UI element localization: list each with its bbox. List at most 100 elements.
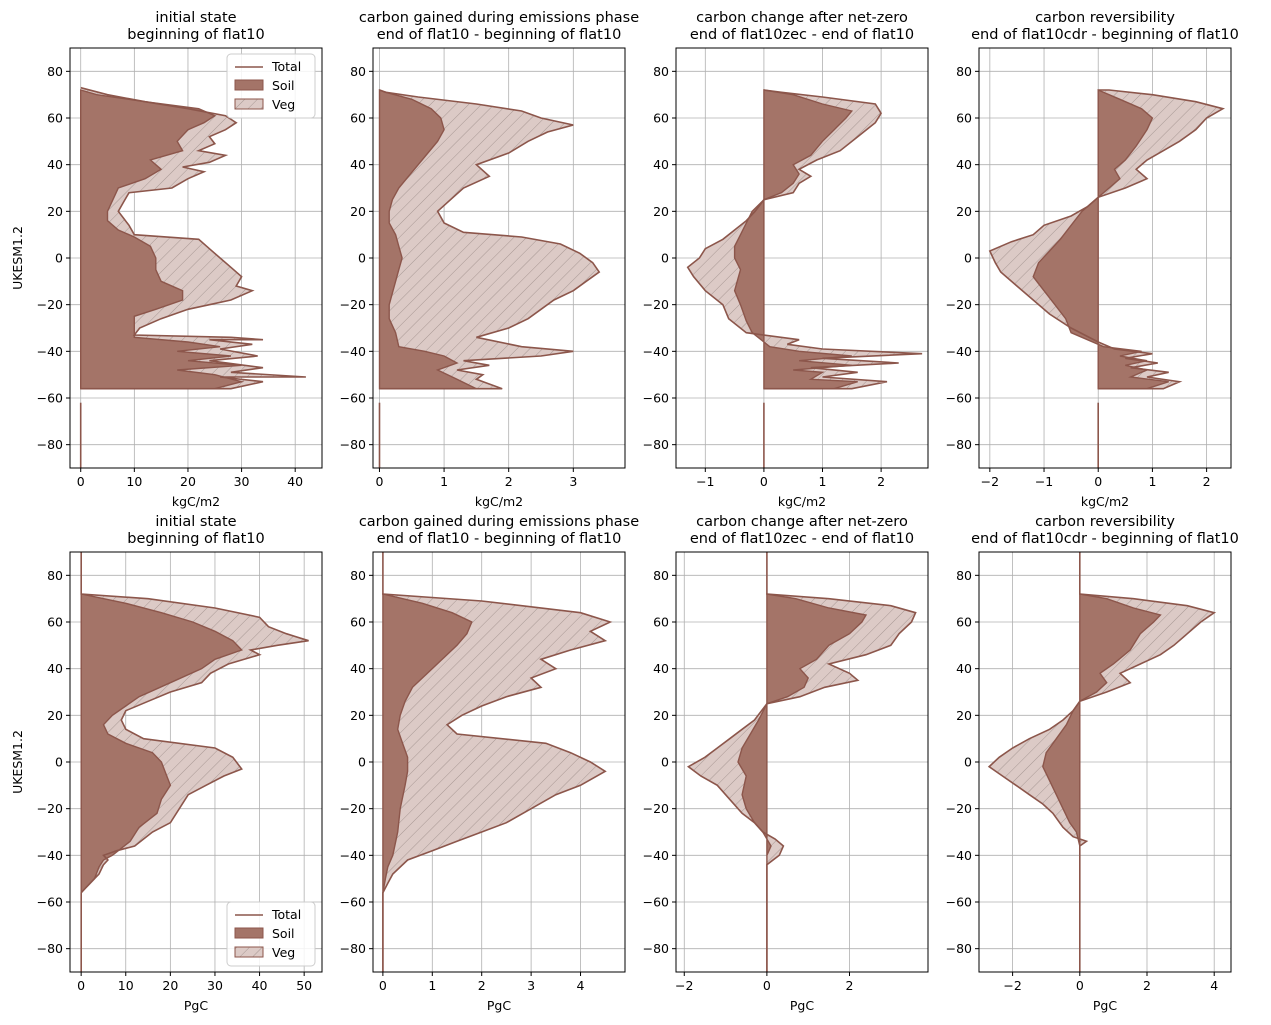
y-tick-label: 40 xyxy=(653,157,669,172)
y-tick-label: 0 xyxy=(661,251,669,266)
x-axis-label: kgC/m2 xyxy=(475,494,523,509)
subplot-4: −2 −1 0 1 2 −80 −60 −40 −20 0 20 40 60 80 kgC/m2 carbon… xyxy=(946,10,1239,509)
y-tick-label: −80 xyxy=(37,437,63,452)
y-tick-label: −80 xyxy=(946,941,972,956)
y-tick-label: 20 xyxy=(47,708,63,723)
legend-soil-swatch xyxy=(234,927,264,939)
y-tick-label: 20 xyxy=(653,708,669,723)
x-tick-label: 2 xyxy=(505,474,513,489)
chart-title-line-1: carbon change after net-zero xyxy=(696,514,908,530)
x-tick-label: 2 xyxy=(846,978,854,993)
x-tick-label: 0 xyxy=(77,978,85,993)
y-tick-label: 80 xyxy=(653,64,669,79)
y-tick-label: −20 xyxy=(643,801,669,816)
y-tick-label: −20 xyxy=(37,297,63,312)
x-tick-label: −2 xyxy=(981,474,999,489)
x-tick-label: 1 xyxy=(1148,474,1156,489)
y-tick-label: −80 xyxy=(643,941,669,956)
total-line xyxy=(987,552,1217,972)
x-tick-label: 1 xyxy=(440,474,448,489)
soil-area xyxy=(80,593,243,972)
y-tick-label: 0 xyxy=(964,755,972,770)
y-tick-label: −40 xyxy=(946,848,972,863)
total-line xyxy=(379,89,601,390)
y-tick-label: −60 xyxy=(946,895,972,910)
chart-title-line-2: beginning of flat10 xyxy=(127,531,265,547)
x-tick-label: −1 xyxy=(1035,474,1053,489)
y-tick-label: −40 xyxy=(37,848,63,863)
y-tick-label: 40 xyxy=(350,661,366,676)
chart-title-line-1: initial state xyxy=(155,10,236,26)
subplot-6: 0 1 2 3 4 −80 −60 −40 −20 0 20 40 60 80 PgC carbon gain… xyxy=(340,514,640,1013)
subplot-3: −1 0 1 2 −80 −60 −40 −20 0 20 40 60 80 kgC/m2 carbon c… xyxy=(643,10,929,509)
x-tick-label: 50 xyxy=(296,978,312,993)
x-tick-label: 10 xyxy=(126,474,142,489)
chart-title-line-1: carbon gained during emissions phase xyxy=(359,10,639,26)
subplot-2: 0 1 2 3 −80 −60 −40 −20 0 20 40 60 80 kgC/m2 carbon ga… xyxy=(340,10,640,509)
total-line xyxy=(988,89,1226,390)
y-tick-label: −20 xyxy=(340,801,366,816)
total-line xyxy=(382,552,613,972)
y-tick-label: 60 xyxy=(47,111,63,126)
y-tick-label: 60 xyxy=(956,111,972,126)
x-tick-label: −2 xyxy=(1003,978,1021,993)
x-tick-label: 0 xyxy=(77,474,85,489)
total-line xyxy=(80,86,306,390)
legend: Total Soil Veg xyxy=(226,901,316,967)
y-tick-label: −80 xyxy=(37,941,63,956)
x-tick-label: 2 xyxy=(1203,474,1211,489)
y-tick-label: 80 xyxy=(350,64,366,79)
x-tick-label: −2 xyxy=(675,978,693,993)
x-tick-label: 20 xyxy=(180,474,196,489)
y-tick-label: −40 xyxy=(643,848,669,863)
y-tick-label: −80 xyxy=(643,437,669,452)
x-tick-label: 3 xyxy=(527,978,535,993)
soil-area xyxy=(79,89,245,390)
y-tick-label: −60 xyxy=(643,895,669,910)
soil-area xyxy=(382,593,473,972)
legend-veg-label: Veg xyxy=(272,97,295,112)
subplot-5: 0 10 20 30 40 50 −80 −60 −40 −20 0 20 40 60 80 PgC UKESM… xyxy=(10,514,323,1013)
legend: Total Soil Veg xyxy=(226,53,316,119)
y-tick-label: −80 xyxy=(946,437,972,452)
y-tick-label: 0 xyxy=(358,755,366,770)
y-axis-label: UKESM1.2 xyxy=(10,730,25,794)
x-tick-label: 1 xyxy=(819,474,827,489)
x-tick-label: 0 xyxy=(760,474,768,489)
chart-title-line-1: carbon gained during emissions phase xyxy=(359,514,639,530)
y-tick-label: −40 xyxy=(37,344,63,359)
y-tick-label: −20 xyxy=(340,297,366,312)
y-tick-label: 0 xyxy=(964,251,972,266)
y-tick-label: −40 xyxy=(340,848,366,863)
veg-area xyxy=(379,90,600,389)
x-tick-label: 2 xyxy=(478,978,486,993)
y-tick-label: 80 xyxy=(350,568,366,583)
y-tick-label: 40 xyxy=(956,661,972,676)
y-tick-label: 80 xyxy=(956,64,972,79)
x-axis-label: PgC xyxy=(1093,998,1117,1013)
chart-title-line-1: carbon reversibility xyxy=(1035,10,1175,26)
y-tick-label: 80 xyxy=(653,568,669,583)
y-axis-label: UKESM1.2 xyxy=(10,226,25,290)
soil-area xyxy=(378,89,477,390)
legend-soil-swatch xyxy=(234,79,264,91)
y-tick-label: 0 xyxy=(358,251,366,266)
x-tick-label: 30 xyxy=(234,474,250,489)
y-tick-label: 40 xyxy=(653,661,669,676)
soil-area xyxy=(1032,88,1169,390)
y-tick-label: 0 xyxy=(661,755,669,770)
y-tick-label: −80 xyxy=(340,941,366,956)
chart-title-line-2: end of flat10 - beginning of flat10 xyxy=(377,531,622,547)
x-tick-label: 0 xyxy=(1094,474,1102,489)
x-tick-label: 4 xyxy=(577,978,585,993)
x-tick-label: 0 xyxy=(379,978,387,993)
legend-soil-label: Soil xyxy=(272,926,295,941)
y-tick-label: −60 xyxy=(340,895,366,910)
chart-title-line-2: beginning of flat10 xyxy=(127,27,265,43)
y-tick-label: −20 xyxy=(946,297,972,312)
y-tick-label: 0 xyxy=(55,251,63,266)
y-tick-label: 60 xyxy=(350,111,366,126)
y-tick-label: 60 xyxy=(350,615,366,630)
